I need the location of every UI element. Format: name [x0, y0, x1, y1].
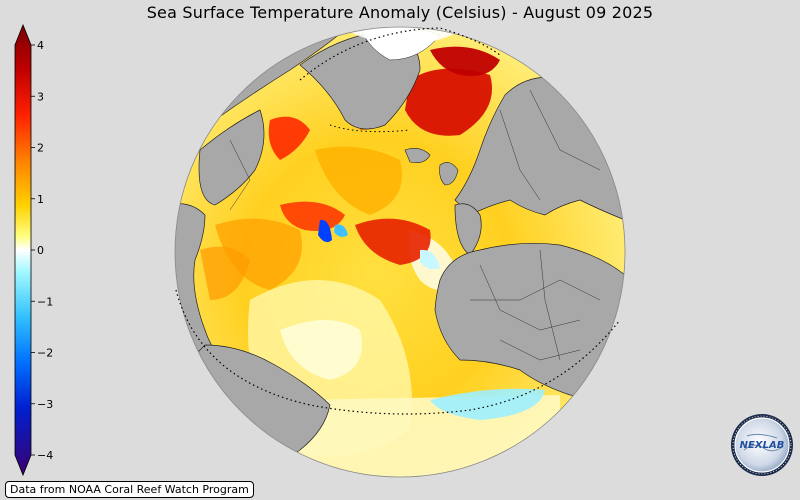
colorbar-tick-label: 4 [37, 39, 44, 52]
colorbar: 4 3 2 1 0 −1 −2 −3 −4 [14, 23, 53, 477]
logo-text: NEXLAB [740, 440, 785, 451]
colorbar-tick-label: 2 [37, 142, 44, 155]
data-source-credit: Data from NOAA Coral Reef Watch Program [5, 481, 254, 498]
globe-logo: NEXLAB [731, 414, 793, 476]
colorbar-tick-label: −2 [37, 347, 53, 360]
colorbar-tick-label: −3 [37, 398, 53, 411]
colorbar-tick-label: −1 [37, 295, 53, 308]
colorbar-tick-label: 3 [37, 90, 44, 103]
map-title: Sea Surface Temperature Anomaly (Celsius… [146, 3, 654, 22]
colorbar-tick-label: 0 [37, 244, 44, 257]
colorbar-tick-label: −4 [37, 449, 53, 462]
colorbar-tick-label: 1 [37, 193, 44, 206]
